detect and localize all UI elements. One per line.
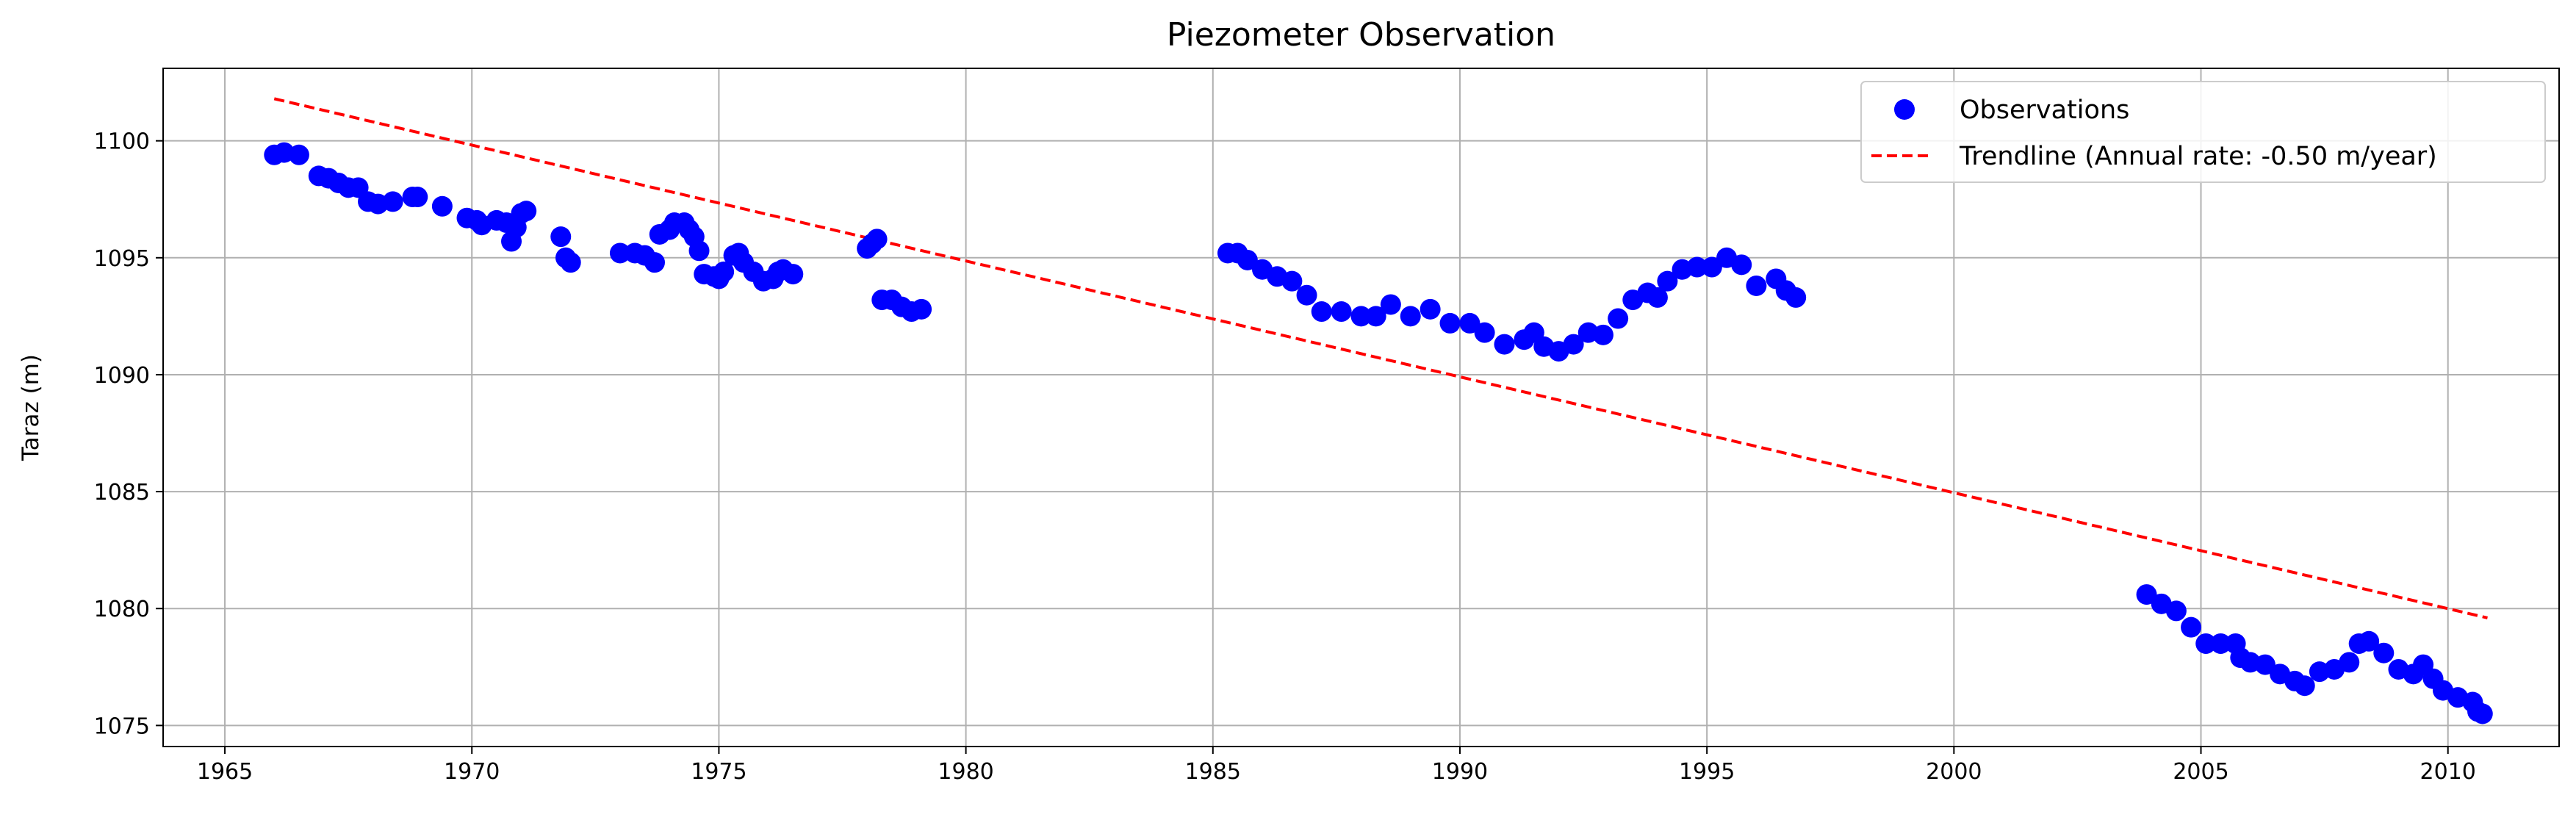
- observation-point: [782, 264, 804, 285]
- trendline: [273, 97, 2488, 619]
- observation-point: [1701, 256, 1722, 278]
- observation-point: [2165, 600, 2187, 622]
- x-tick-label: 2010: [2420, 759, 2476, 785]
- x-tick-label: 1980: [938, 759, 993, 785]
- observation-point: [2373, 642, 2395, 663]
- observation-point: [2359, 630, 2380, 652]
- observation-point: [407, 187, 428, 208]
- observation-point: [1657, 270, 1678, 292]
- observation-point: [1592, 324, 1613, 345]
- observation-point: [1563, 334, 1584, 355]
- observation-point: [516, 201, 537, 222]
- observation-point: [1474, 322, 1495, 343]
- observation-point: [688, 240, 710, 262]
- observation-point: [1311, 301, 1332, 323]
- x-tick-label: 2005: [2173, 759, 2228, 785]
- y-tick-label: 1075: [94, 713, 150, 739]
- x-tick-label: 2000: [1926, 759, 1982, 785]
- observation-point: [560, 252, 581, 273]
- y-axis-title: Taraz (m): [18, 354, 44, 461]
- observations-layer: [264, 142, 2493, 724]
- x-tick-label: 1970: [444, 759, 500, 785]
- x-tick-label: 1990: [1432, 759, 1488, 785]
- legend: Observations Trendline (Annual rate: -0.5…: [1860, 81, 2546, 183]
- observation-point: [1439, 312, 1461, 334]
- observation-point: [382, 191, 403, 212]
- observation-point: [644, 252, 666, 273]
- observation-point: [1746, 275, 1767, 296]
- legend-box: [1860, 81, 2546, 183]
- y-tick-label: 1080: [94, 597, 150, 622]
- y-tick-label: 1085: [94, 480, 150, 506]
- observation-point: [2339, 652, 2360, 673]
- x-tick-label: 1975: [691, 759, 746, 785]
- observation-point: [1731, 254, 1752, 276]
- observation-point: [2195, 633, 2217, 654]
- axis-ticks: 1965 1970 1975 1980 1985 1990 1995 2000 2005 2010…: [94, 129, 2476, 785]
- observation-point: [1494, 334, 1515, 355]
- observation-point: [911, 298, 932, 320]
- observation-point: [2210, 633, 2231, 654]
- y-tick-label: 1090: [94, 363, 150, 389]
- observation-point: [1237, 249, 1258, 270]
- observation-point: [1400, 306, 1421, 327]
- observation-point: [2136, 584, 2157, 605]
- observation-point: [550, 226, 572, 248]
- legend-trendline-label: Trendline (Annual rate: -0.50 m/year): [1959, 142, 2437, 171]
- observation-point: [1459, 312, 1481, 334]
- observation-point: [1350, 306, 1372, 327]
- observation-point: [713, 261, 735, 282]
- observation-point: [2294, 675, 2315, 697]
- trendline-layer: [273, 97, 2488, 619]
- y-tick-label: 1095: [94, 246, 150, 272]
- observation-point: [1296, 284, 1317, 306]
- observation-point: [1420, 298, 1441, 320]
- x-tick-label: 1985: [1185, 759, 1241, 785]
- y-tick-label: 1100: [94, 129, 150, 155]
- observation-point: [2254, 654, 2275, 675]
- observation-point: [1785, 287, 1807, 308]
- x-tick-label: 1965: [197, 759, 253, 785]
- observation-point: [1331, 301, 1352, 323]
- observation-point: [1647, 287, 1668, 308]
- observation-point: [609, 242, 630, 264]
- observation-point: [431, 195, 453, 217]
- observation-point: [2181, 616, 2202, 638]
- observation-point: [288, 144, 309, 165]
- plot-frame: [162, 68, 2560, 747]
- observation-point: [1281, 270, 1303, 292]
- chart-title: Piezometer Observation: [1167, 16, 1555, 54]
- legend-observations-marker: [1894, 99, 1915, 120]
- observation-point: [1686, 256, 1708, 278]
- x-tick-label: 1995: [1679, 759, 1735, 785]
- observation-point: [1365, 306, 1386, 327]
- legend-observations-label: Observations: [1960, 96, 2129, 125]
- observation-point: [1608, 308, 1629, 329]
- observation-point: [1380, 294, 1401, 315]
- observation-point: [866, 229, 888, 250]
- observation-point: [2472, 703, 2493, 724]
